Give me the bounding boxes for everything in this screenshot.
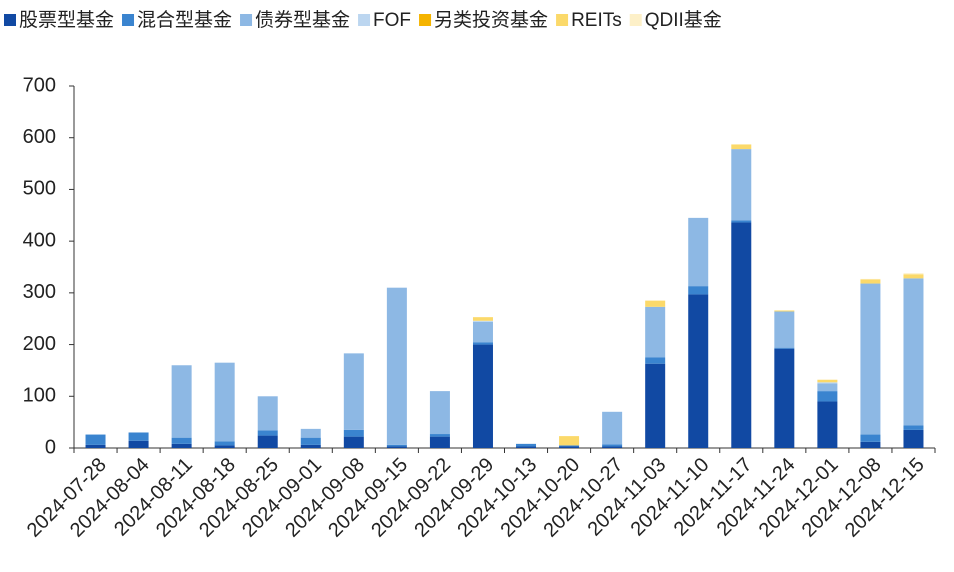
bar-segment — [817, 382, 838, 384]
bar-segment — [429, 434, 450, 437]
y-tick-label: 400 — [23, 229, 56, 251]
bar-segment — [817, 401, 838, 448]
legend-label: FOF — [373, 10, 411, 31]
bar-segment — [903, 425, 924, 430]
y-tick-label: 300 — [23, 281, 56, 303]
bar-segment — [731, 220, 752, 223]
bar-segment — [774, 311, 795, 348]
bar-segment — [688, 294, 709, 448]
bar-segment — [645, 357, 666, 364]
bar-segment — [774, 348, 795, 448]
bar-segment — [128, 432, 149, 441]
bar-segment — [731, 149, 752, 221]
bar-segment — [817, 391, 838, 402]
legend-label: 混合型基金 — [137, 9, 232, 31]
bar-segment — [214, 362, 235, 442]
bar-segment — [214, 441, 235, 446]
bar-segment — [472, 320, 493, 322]
bar-segment — [343, 436, 364, 448]
y-tick-label: 0 — [45, 436, 56, 458]
bar-segment — [214, 445, 235, 448]
bar-segment — [903, 273, 924, 275]
y-tick-label: 200 — [23, 333, 56, 355]
bar-segment — [516, 446, 537, 448]
bar-segment — [386, 444, 407, 447]
bar-segment — [429, 436, 450, 448]
legend-label: 股票型基金 — [19, 9, 114, 31]
bar-segment — [860, 278, 881, 280]
y-tick-label: 600 — [23, 126, 56, 148]
bar-segment — [559, 436, 580, 446]
bar-segment — [817, 379, 838, 383]
bar-segment — [860, 279, 881, 284]
bar-segment — [645, 300, 666, 307]
bar-segment — [300, 428, 321, 438]
bar-segment — [731, 222, 752, 448]
bar-segment — [903, 274, 924, 279]
bar-segment — [688, 286, 709, 295]
legend-swatch — [556, 14, 569, 26]
bar-segment — [343, 353, 364, 430]
bar-segment — [171, 443, 192, 448]
legend-swatch — [419, 14, 432, 26]
bar-segment — [85, 444, 106, 448]
bar-segment — [774, 310, 795, 312]
bar-segment — [386, 287, 407, 445]
bar-segment — [128, 440, 149, 448]
bar-segment — [472, 344, 493, 448]
y-tick-label: 100 — [23, 385, 56, 407]
bar-segment — [257, 430, 278, 436]
bar-segment — [645, 363, 666, 448]
bar-segment — [817, 383, 838, 392]
bar-segment — [731, 144, 752, 150]
legend-swatch — [358, 14, 371, 26]
bar-segment — [559, 445, 580, 447]
y-tick-label: 500 — [23, 178, 56, 200]
bar-segment — [343, 429, 364, 437]
bar-segment — [171, 365, 192, 438]
legend-label: 另类投资基金 — [434, 9, 548, 31]
legend-label: REITs — [571, 10, 622, 31]
bar-segment — [472, 342, 493, 345]
bar-segment — [645, 306, 666, 358]
bar-segment — [602, 411, 623, 445]
bar-segment — [602, 444, 623, 447]
bar-segment — [472, 321, 493, 343]
legend-label: QDII基金 — [645, 9, 722, 31]
legend-label: 债券型基金 — [255, 9, 350, 31]
bar-segment — [300, 444, 321, 448]
bar-segment — [602, 446, 623, 448]
bar-segment — [903, 278, 924, 426]
bar-segment — [860, 283, 881, 435]
bar-segment — [429, 391, 450, 435]
bar-segment — [171, 437, 192, 444]
bar-segment — [860, 441, 881, 448]
legend-swatch — [4, 14, 16, 26]
bar-segment — [516, 443, 537, 447]
bar-segment — [85, 434, 106, 445]
bar-segment — [774, 347, 795, 349]
bar-segment — [472, 317, 493, 321]
legend-swatch — [122, 14, 135, 26]
bar-segment — [903, 429, 924, 448]
bar-segment — [300, 437, 321, 445]
bar-segment — [860, 434, 881, 442]
bar-segment — [688, 217, 709, 287]
bar-segment — [559, 446, 580, 448]
bar-segment — [257, 435, 278, 448]
bar-segment — [386, 446, 407, 448]
y-tick-label: 700 — [23, 74, 56, 96]
bar-segment — [257, 396, 278, 431]
legend-swatch — [629, 14, 642, 26]
legend-swatch — [240, 14, 253, 26]
